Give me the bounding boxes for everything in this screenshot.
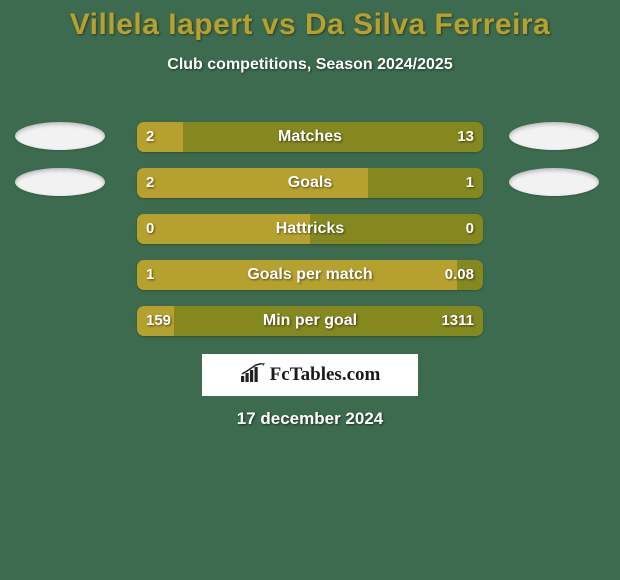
logo-text: FcTables.com: [270, 364, 381, 386]
source-logo[interactable]: FcTables.com: [202, 354, 418, 396]
player-avatar-right: [509, 122, 599, 150]
stat-row: 21Goals: [0, 164, 620, 210]
player-avatar-left: [15, 168, 105, 196]
player-avatar-right: [509, 168, 599, 196]
stat-label: Min per goal: [137, 306, 483, 336]
subtitle: Club competitions, Season 2024/2025: [0, 56, 620, 74]
stat-row: 10.08Goals per match: [0, 256, 620, 302]
comparison-infographic: Villela Iapert vs Da Silva Ferreira Club…: [0, 0, 620, 580]
chart-icon: [240, 363, 266, 388]
player-avatar-left: [15, 122, 105, 150]
stat-label: Goals: [137, 168, 483, 198]
stat-bar: 21Goals: [137, 168, 483, 198]
stat-label: Hattricks: [137, 214, 483, 244]
stat-row: 00Hattricks: [0, 210, 620, 256]
stat-row: 1591311Min per goal: [0, 302, 620, 348]
stat-row: 213Matches: [0, 118, 620, 164]
stat-bar: 1591311Min per goal: [137, 306, 483, 336]
date-label: 17 december 2024: [0, 409, 620, 429]
stat-label: Matches: [137, 122, 483, 152]
page-title: Villela Iapert vs Da Silva Ferreira: [0, 0, 620, 42]
stat-bar: 10.08Goals per match: [137, 260, 483, 290]
stat-bar: 00Hattricks: [137, 214, 483, 244]
stat-label: Goals per match: [137, 260, 483, 290]
stat-bar: 213Matches: [137, 122, 483, 152]
stat-rows: 213Matches 21Goals 00Hattricks 10.08Goals p…: [0, 118, 620, 348]
